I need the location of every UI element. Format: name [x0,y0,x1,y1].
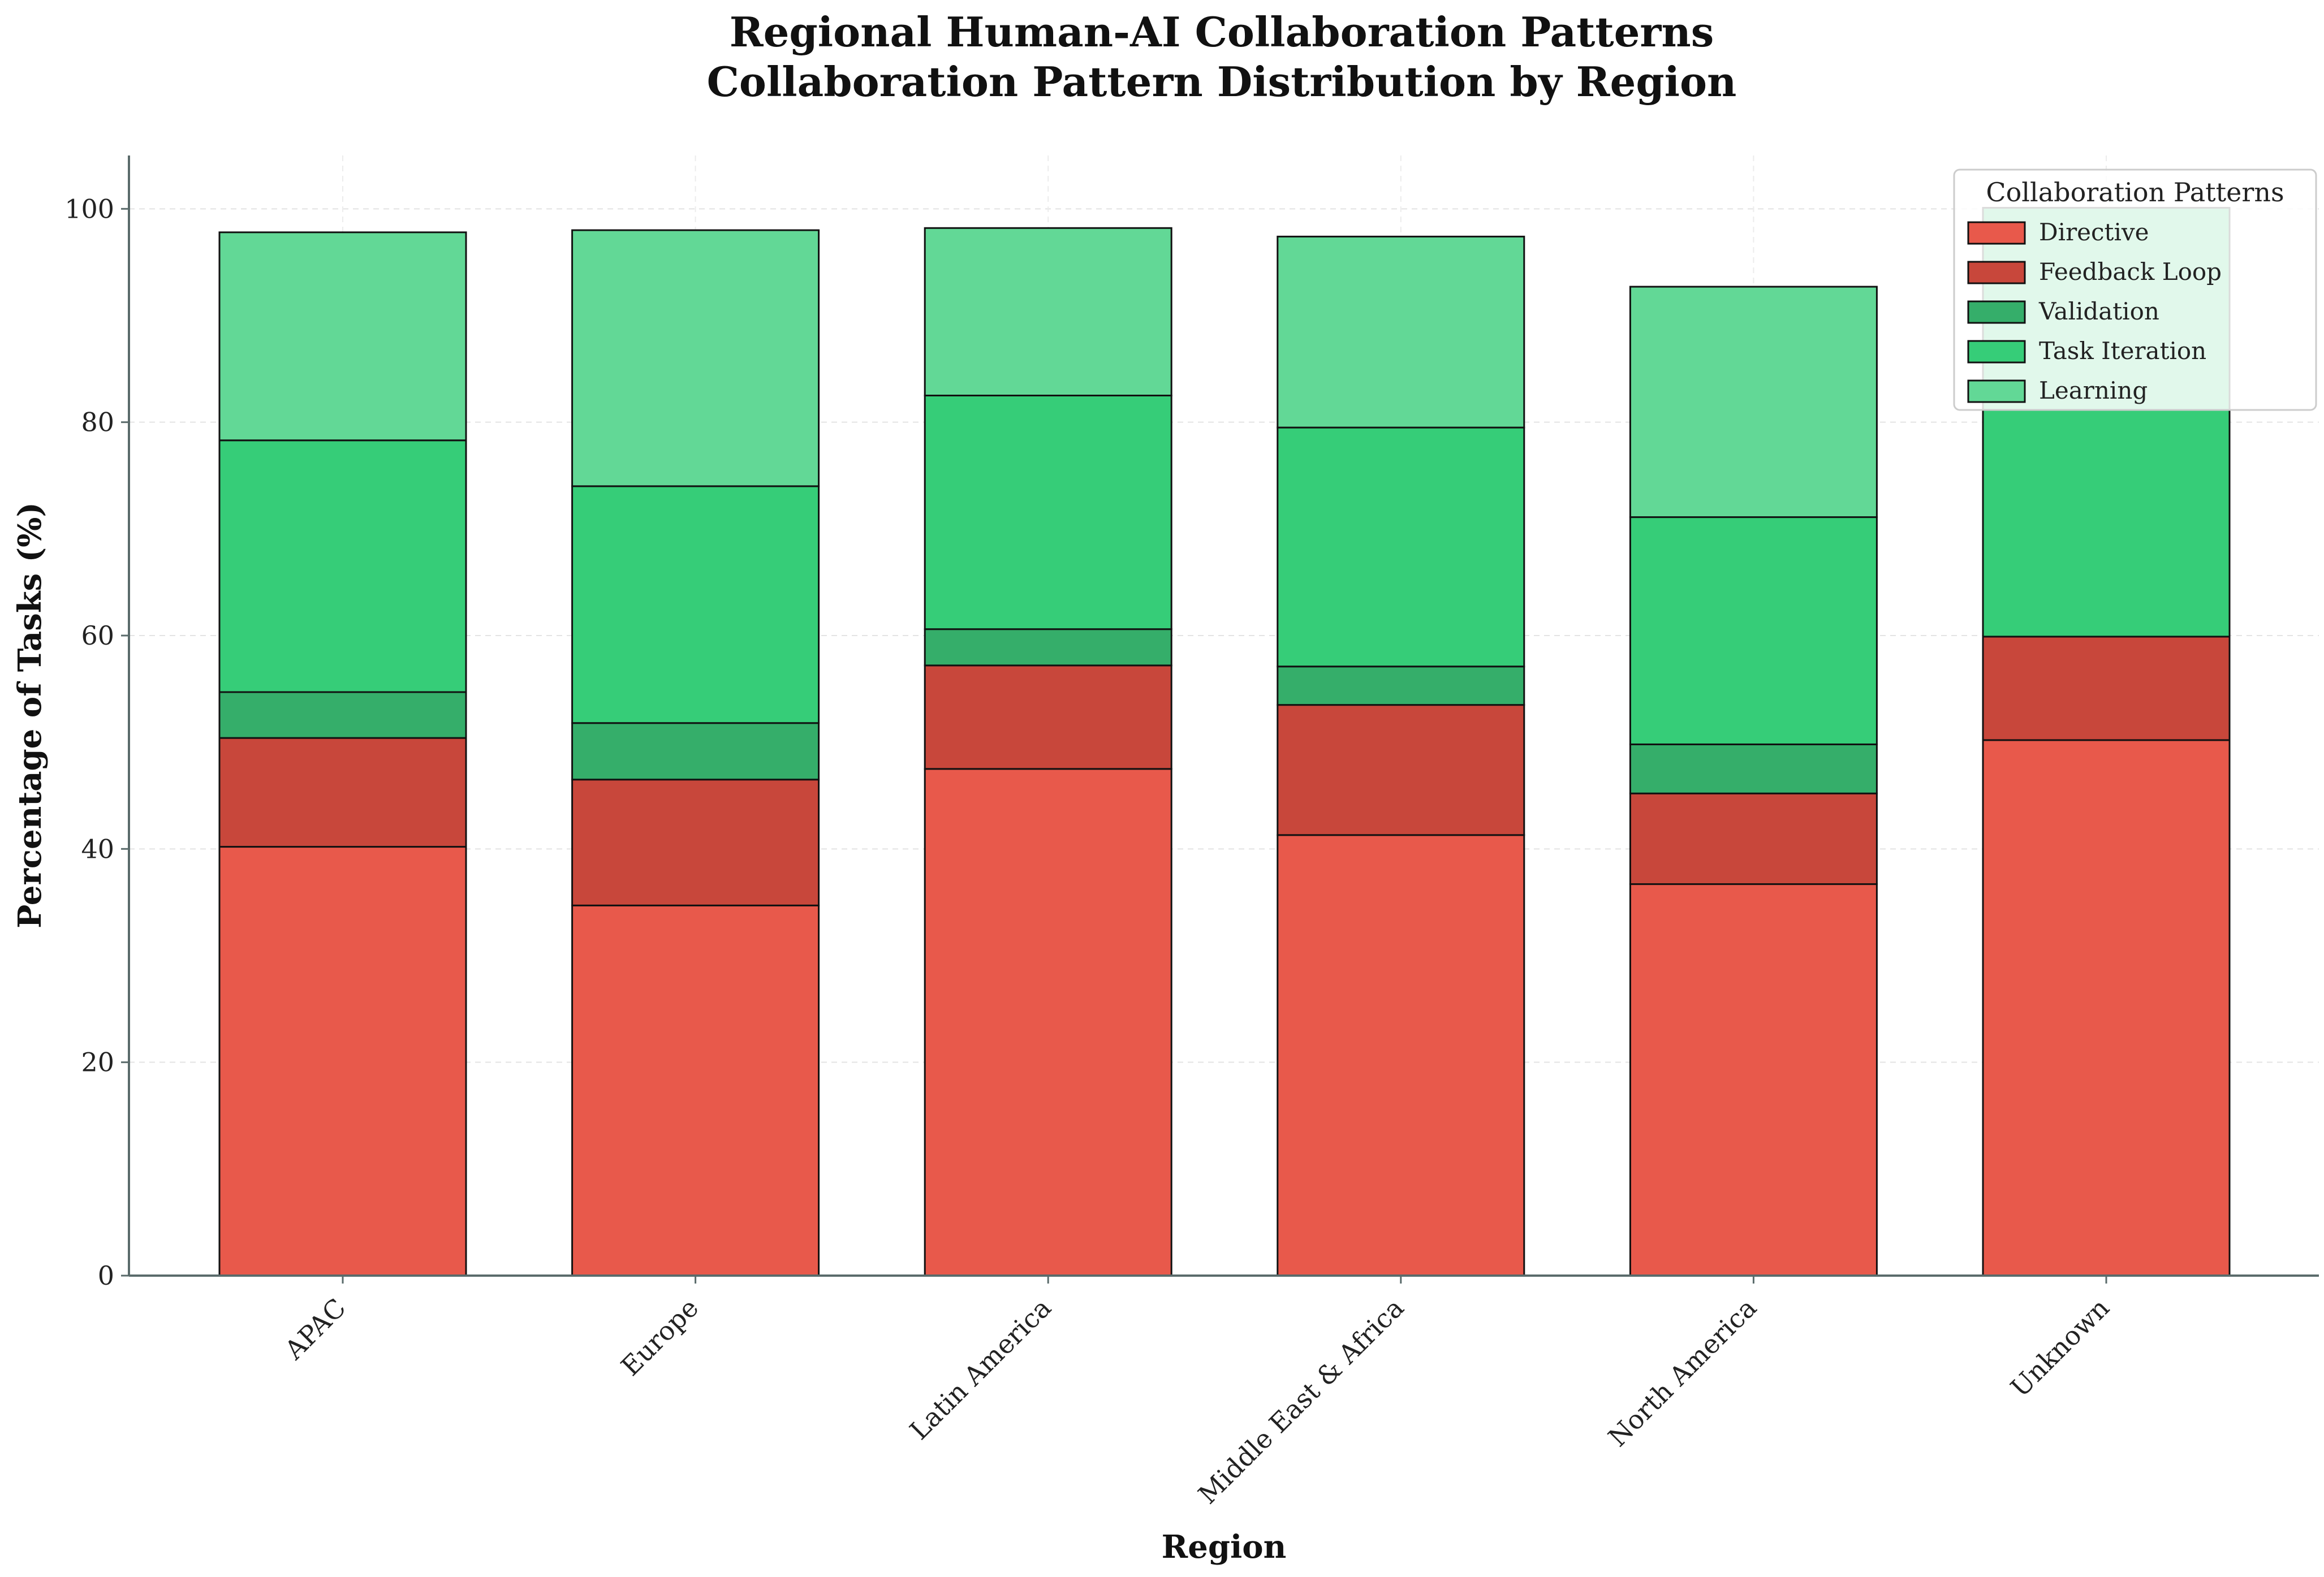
bar-middle-east-africa-task-iteration [1277,426,1525,668]
x-tick-label-4: North America [1602,1293,1762,1453]
x-tick-label-1: Europe [615,1293,704,1382]
y-tick-label-2: 40 [81,833,114,864]
legend-label-0: Directive [2039,218,2149,246]
legend-swatch-1 [1967,261,2026,284]
legend: Collaboration Patterns Directive Feedback… [1953,168,2317,411]
bar-latin-america-directive [924,768,1172,1277]
y-tick-label-4: 80 [81,407,114,438]
bar-apac-feedback-loop [218,737,467,848]
bar-apac-directive [218,846,467,1277]
bar-apac-learning [218,231,467,442]
bars [218,206,2231,1277]
bar-latin-america-validation [924,628,1172,667]
legend-label-3: Task Iteration [2039,337,2206,365]
chart-subtitle: Collaboration Pattern Distribution by Re… [707,58,1737,106]
y-tick-label-3: 60 [81,620,114,651]
bar-middle-east-africa-feedback-loop [1277,704,1525,836]
bar-europe-learning [571,229,820,487]
bar-north-america-feedback-loop [1629,792,1878,885]
chart-title: Regional Human-AI Collaboration Patterns [730,8,1714,56]
bar-apac-task-iteration [218,439,467,693]
bar-europe-task-iteration [571,485,820,724]
y-tick-label-5: 100 [64,193,114,224]
x-tick-label-5: Unknown [2004,1293,2115,1403]
y-tick-label-1: 20 [81,1047,114,1078]
legend-label-1: Feedback Loop [2039,258,2222,286]
bar-latin-america-feedback-loop [924,664,1172,770]
bar-europe-feedback-loop [571,779,820,906]
legend-label-4: Learning [2039,377,2148,404]
bar-latin-america-learning [924,227,1172,396]
bar-latin-america-task-iteration [924,395,1172,630]
y-axis-label: Percentage of Tasks (%) [11,502,49,928]
bar-north-america-task-iteration [1629,516,1878,745]
bar-north-america-directive [1629,883,1878,1277]
legend-label-2: Validation [2038,297,2159,325]
x-tick-label-2: Latin America [904,1293,1057,1446]
legend-swatch-0 [1967,221,2026,245]
legend-swatch-2 [1967,300,2026,324]
bar-north-america-learning [1629,286,1878,519]
bar-middle-east-africa-learning [1277,235,1525,429]
x-axis-label: Region [1162,1528,1287,1566]
x-tick-label-3: Middle East & Africa [1192,1293,1410,1510]
bar-north-america-validation [1629,743,1878,794]
bar-middle-east-africa-validation [1277,666,1525,706]
legend-box [1953,168,2317,411]
bar-unknown-feedback-loop [1982,636,2231,741]
bar-europe-directive [571,904,820,1277]
bar-unknown-directive [1982,739,2231,1277]
legend-swatch-3 [1967,340,2026,364]
bar-middle-east-africa-directive [1277,834,1525,1277]
x-tick-label-0: APAC [278,1293,352,1366]
bar-apac-validation [218,691,467,739]
axes [128,155,2319,1277]
bar-europe-validation [571,722,820,781]
legend-title: Collaboration Patterns [1986,177,2284,208]
legend-swatch-4 [1967,379,2026,403]
y-tick-label-0: 0 [98,1260,114,1291]
